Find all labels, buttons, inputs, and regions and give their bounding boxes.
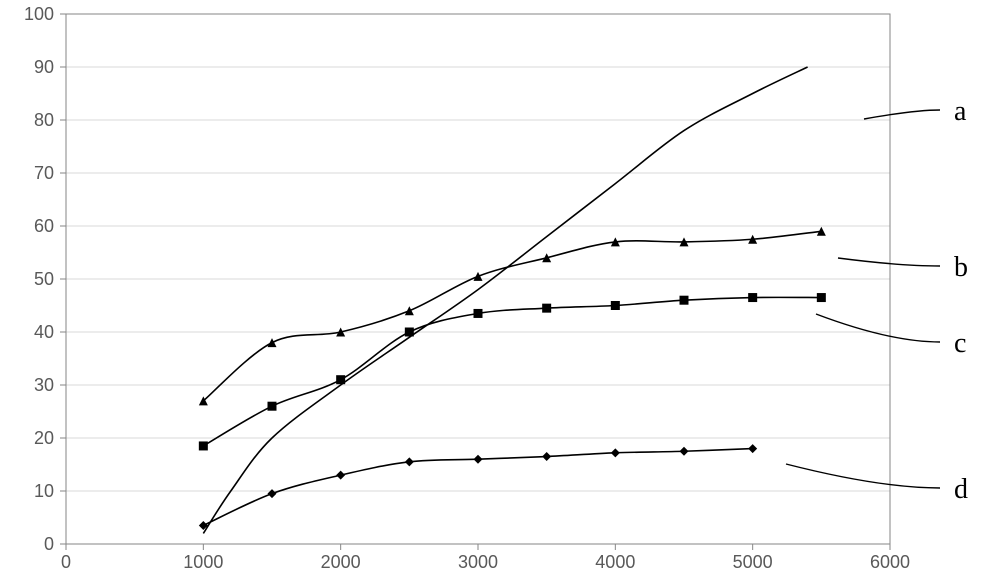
- marker-square: [748, 293, 757, 302]
- marker-square: [474, 309, 483, 318]
- marker-square: [817, 293, 826, 302]
- marker-square: [405, 328, 414, 337]
- marker-square: [268, 402, 277, 411]
- marker-square: [336, 375, 345, 384]
- y-tick-label: 100: [24, 4, 54, 24]
- line-chart: 0 1000 2000 3000 4000 5000 6000 0 10 20 30 40 50 60 70…: [0, 0, 1000, 586]
- marker-square: [542, 304, 551, 313]
- series-label-b: b: [954, 252, 968, 283]
- y-tick-label: 20: [34, 428, 54, 448]
- x-tick-label: 6000: [870, 552, 910, 572]
- x-tick-label: 1000: [183, 552, 223, 572]
- y-tick-label: 50: [34, 269, 54, 289]
- series-label-d: d: [954, 474, 968, 505]
- y-tick-label: 80: [34, 110, 54, 130]
- series-label-c: c: [954, 328, 966, 359]
- y-tick-label: 10: [34, 481, 54, 501]
- x-tick-label: 4000: [595, 552, 635, 572]
- y-tick-label: 70: [34, 163, 54, 183]
- marker-square: [611, 301, 620, 310]
- x-tick-label: 3000: [458, 552, 498, 572]
- marker-square: [680, 296, 689, 305]
- y-tick-label: 90: [34, 57, 54, 77]
- y-tick-label: 60: [34, 216, 54, 236]
- y-tick-label: 30: [34, 375, 54, 395]
- x-tick-label: 2000: [321, 552, 361, 572]
- y-tick-label: 0: [44, 534, 54, 554]
- marker-square: [199, 441, 208, 450]
- chart-background: [0, 0, 1000, 586]
- series-label-a: a: [954, 96, 967, 127]
- x-tick-label: 5000: [733, 552, 773, 572]
- y-tick-label: 40: [34, 322, 54, 342]
- x-tick-label: 0: [61, 552, 71, 572]
- chart-container: 0 1000 2000 3000 4000 5000 6000 0 10 20 30 40 50 60 70…: [0, 0, 1000, 586]
